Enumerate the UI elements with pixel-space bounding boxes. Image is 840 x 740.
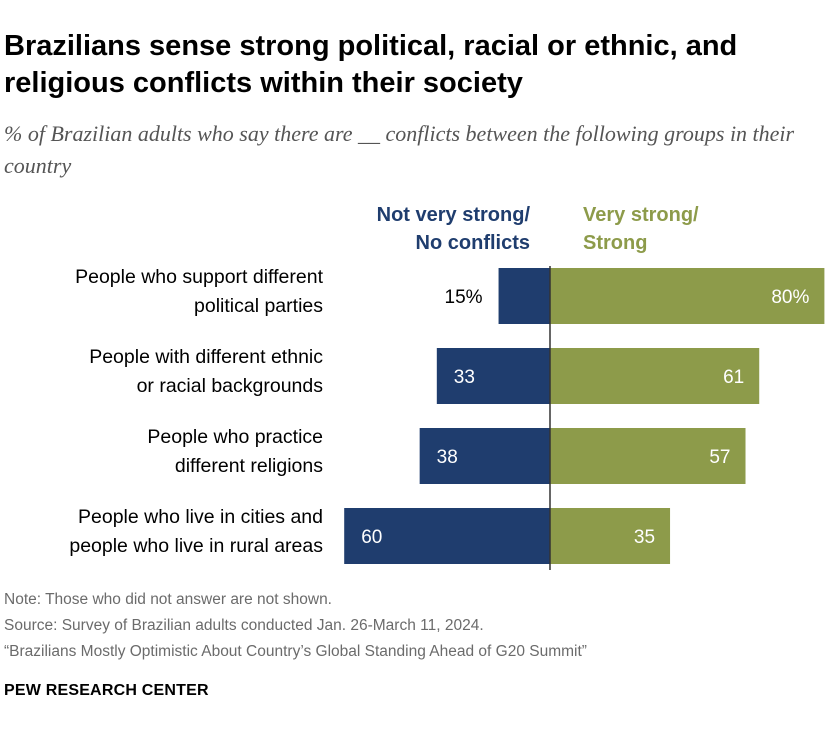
- bar-strong: [550, 508, 671, 564]
- diverging-bar-chart: Not very strong/No conflicts Very strong/…: [69, 204, 825, 570]
- legend-positive-line: Strong: [583, 232, 647, 254]
- value-label-strong: 61: [723, 367, 744, 388]
- footer-report-title: “Brazilians Mostly Optimistic About Coun…: [4, 643, 587, 660]
- legend-negative-line: Not very strong/: [377, 204, 531, 226]
- bar-not-strong: [498, 268, 550, 324]
- pew-research-center-logo: PEW RESEARCH CENTER: [4, 682, 209, 699]
- chart-title: Brazilians sense strong political, racia…: [4, 30, 738, 99]
- value-label-strong: 35: [634, 527, 655, 548]
- value-label-strong: 80%: [771, 287, 809, 308]
- legend-negative-line: No conflicts: [416, 232, 530, 254]
- category-label: people who live in rural areas: [69, 535, 323, 557]
- bar-not-strong: [419, 428, 550, 484]
- bar-strong: [550, 348, 760, 404]
- bar-strong: [550, 268, 825, 324]
- value-label-not-strong: 15%: [445, 287, 483, 308]
- value-label-not-strong: 60: [361, 527, 382, 548]
- chart-subtitle: % of Brazilian adults who say there are …: [4, 121, 795, 178]
- value-label-not-strong: 33: [454, 367, 475, 388]
- bar-not-strong: [344, 508, 550, 564]
- category-label: People who live in cities and: [78, 506, 323, 528]
- category-label: different religions: [175, 455, 323, 477]
- category-label: or racial backgrounds: [137, 375, 324, 397]
- bar-strong: [550, 428, 746, 484]
- category-label: People who practice: [147, 426, 323, 448]
- value-label-strong: 57: [709, 447, 730, 468]
- category-label: People with different ethnic: [89, 346, 323, 368]
- category-label: People who support different: [75, 266, 323, 288]
- footer-note: Note: Those who did not answer are not s…: [4, 591, 332, 608]
- legend-positive-line: Very strong/: [583, 204, 699, 226]
- footer-source: Source: Survey of Brazilian adults condu…: [4, 617, 484, 634]
- bar-not-strong: [436, 348, 550, 404]
- value-label-not-strong: 38: [437, 447, 458, 468]
- category-label: political parties: [194, 295, 323, 317]
